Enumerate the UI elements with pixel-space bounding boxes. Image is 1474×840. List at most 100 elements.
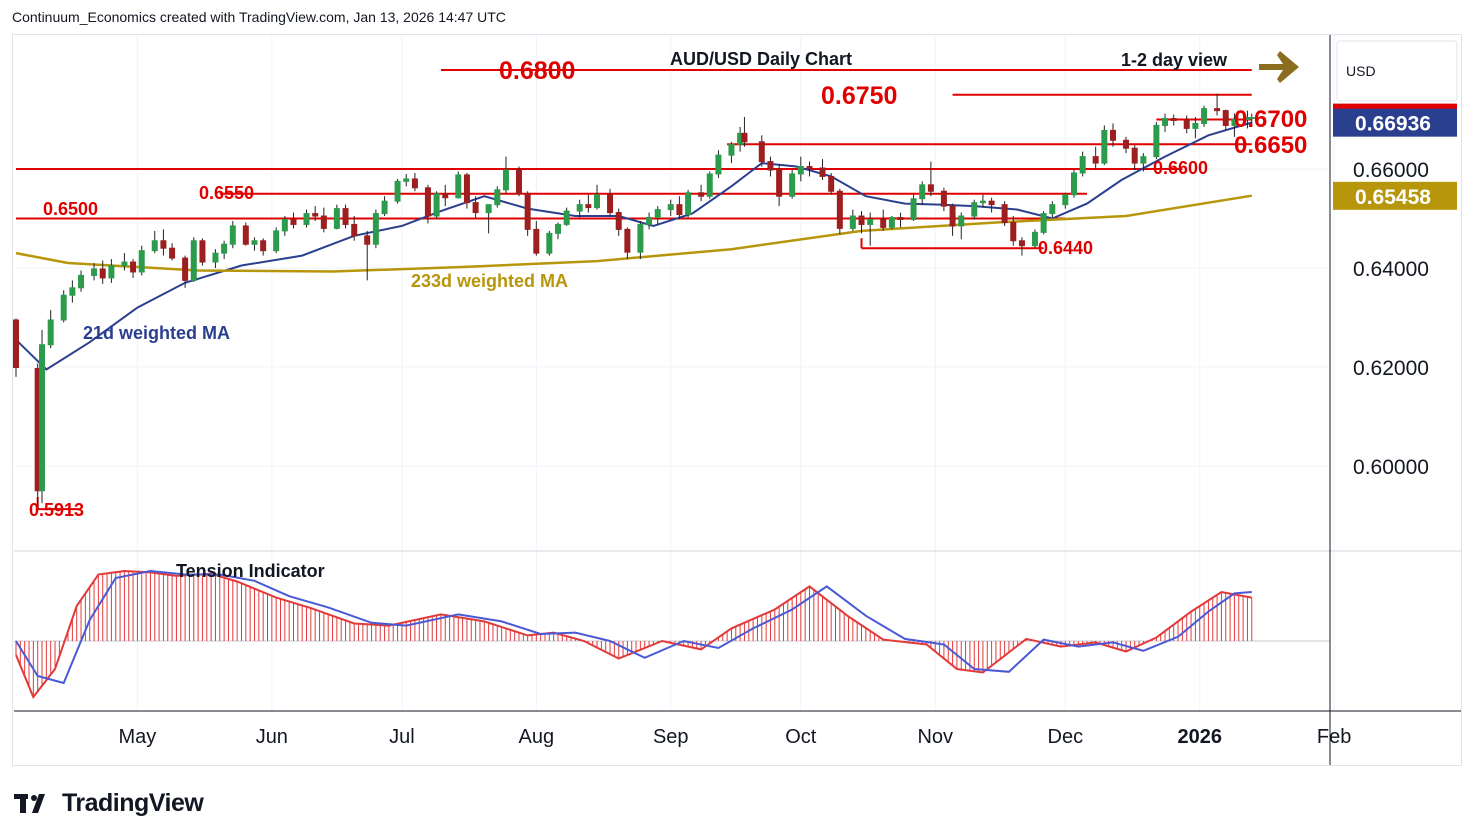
candle-body (1123, 139, 1130, 149)
candle-body (828, 175, 835, 192)
candle (533, 220, 540, 256)
candle-body (1214, 108, 1221, 112)
candle-body (151, 240, 158, 252)
candle-body (69, 287, 76, 296)
currency-box (1336, 40, 1458, 102)
moving-averages (15, 121, 1253, 371)
candle (455, 171, 462, 199)
candle (394, 178, 401, 204)
candle (806, 161, 813, 177)
x-tick-label-may: May (119, 726, 157, 748)
x-tick-label-oct: Oct (785, 726, 817, 748)
chart-frame[interactable]: May Jun Jul Aug Sep Oct Nov Dec 2026 Feb 0.60000 0.… (12, 34, 1462, 766)
candle-body (958, 215, 965, 227)
candle (594, 184, 601, 210)
candle (836, 188, 843, 235)
candle (502, 156, 509, 194)
candle (403, 173, 410, 187)
candle (828, 172, 835, 195)
candle (685, 189, 692, 218)
candle-body (1092, 156, 1099, 164)
candle-body (880, 218, 887, 228)
candle-body (555, 223, 561, 234)
candle (958, 212, 965, 240)
x-tick-label-jul: Jul (389, 726, 415, 748)
candle (819, 159, 826, 180)
tradingview-logo-icon (14, 793, 45, 813)
candle-body (867, 218, 874, 225)
candle (698, 184, 705, 202)
candle (463, 172, 470, 209)
candle (767, 156, 774, 177)
candle-body (594, 194, 601, 209)
candle-body (403, 178, 410, 182)
candle-body (411, 178, 418, 189)
x-tick-label-aug: Aug (519, 726, 555, 748)
x-tick-label-sep: Sep (653, 726, 689, 748)
tradingview-logo[interactable]: TradingView (14, 789, 204, 818)
candle-body (273, 230, 280, 252)
price-tag-label: 0.66936 (1355, 113, 1431, 136)
candle (13, 318, 19, 377)
candle-body (676, 204, 683, 216)
candle (585, 194, 592, 213)
candle-body (910, 198, 917, 220)
candle (646, 212, 653, 230)
candle-body (342, 208, 349, 225)
candle (758, 135, 765, 167)
candle-body (108, 265, 115, 279)
candle-body (463, 174, 470, 204)
candle-body (741, 132, 748, 143)
candle (433, 191, 440, 219)
candle-body (442, 193, 449, 199)
candle-body (654, 209, 661, 219)
candle (849, 209, 856, 231)
candle (1079, 151, 1086, 177)
candle-body (351, 223, 358, 237)
candle (1031, 229, 1038, 249)
candle (199, 238, 206, 266)
candle (351, 216, 358, 241)
candle-body (1201, 108, 1208, 124)
candle (615, 208, 622, 236)
candle-body (472, 202, 479, 214)
candle (169, 243, 176, 261)
candle-body (121, 261, 128, 267)
candle (1110, 123, 1117, 147)
candle (667, 199, 674, 217)
candle (1248, 113, 1255, 124)
candle-body (281, 218, 288, 232)
candle (880, 209, 887, 231)
candle (988, 197, 995, 213)
x-tick-label-dec: Dec (1048, 726, 1084, 748)
candle-body (979, 200, 986, 204)
candle (372, 209, 379, 249)
candle-body (546, 232, 553, 254)
candle (676, 196, 683, 220)
candle-body (424, 187, 431, 217)
candle-body (1153, 124, 1160, 158)
candle (182, 255, 189, 288)
candle-body (667, 204, 674, 211)
chart-canvas[interactable]: May Jun Jul Aug Sep Oct Nov Dec 2026 Feb 0.60000 0.… (13, 35, 1461, 765)
candle (138, 245, 145, 276)
candle (776, 164, 783, 207)
candle (1170, 114, 1177, 126)
candle-body (39, 344, 46, 492)
candle-body (13, 319, 19, 368)
candle-body (533, 228, 540, 254)
candle (515, 166, 522, 197)
candle-body (1018, 240, 1025, 247)
candle-body (1049, 204, 1056, 215)
candle-body (182, 257, 189, 281)
candle-body (364, 235, 371, 245)
price-tag (1333, 181, 1457, 210)
candle-body (1110, 129, 1117, 141)
candle (1001, 201, 1008, 226)
candle-body (485, 204, 492, 214)
candle-body (502, 169, 509, 191)
candle (637, 220, 644, 260)
candle (303, 209, 310, 228)
candle (190, 237, 197, 282)
x-tick-label-jun: Jun (256, 726, 288, 748)
